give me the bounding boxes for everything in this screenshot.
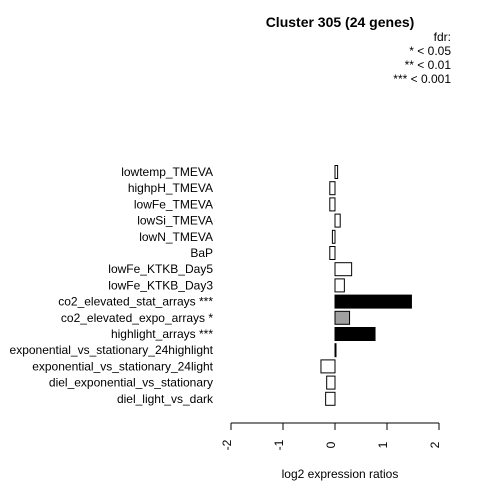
x-tick-label-0: -2 [220,439,234,450]
category-label-5: BaP [190,246,213,260]
bar-0 [334,165,339,179]
category-label-12: exponential_vs_stationary_24light [32,359,213,373]
category-label-2: lowFe_TMEVA [134,197,213,211]
category-label-8: co2_elevated_stat_arrays *** [58,295,213,309]
category-label-3: lowSi_TMEVA [137,214,213,228]
category-label-11: exponential_vs_stationary_24highlight [10,343,214,357]
category-label-13: diel_exponential_vs_stationary [49,376,213,390]
legend-line-2: ** < 0.01 [405,58,452,72]
bar-1 [329,181,336,196]
bar-9 [334,310,351,325]
category-label-7: lowFe_KTKB_Day3 [108,278,213,292]
category-label-10: highlight_arrays *** [111,327,213,341]
x-tick-label-4: 2 [428,441,442,448]
legend-line-1: * < 0.05 [409,44,451,58]
bar-4 [331,229,336,244]
x-axis-label: log2 expression ratios [282,467,399,481]
category-label-6: lowFe_KTKB_Day5 [108,262,213,276]
category-label-14: diel_light_vs_dark [117,392,214,406]
bar-14 [325,391,336,406]
category-label-4: lowN_TMEVA [139,230,213,244]
bar-13 [326,375,336,390]
bar-12 [320,359,336,374]
bar-2 [329,197,336,212]
category-label-0: lowtemp_TMEVA [121,165,213,179]
bar-10 [334,327,376,341]
category-label-9: co2_elevated_expo_arrays * [61,311,213,325]
legend-line-3: *** < 0.001 [393,72,451,86]
x-tick-label-1: -1 [272,439,286,450]
bar-6 [334,262,353,277]
x-tick-label-3: 1 [376,441,390,448]
bar-3 [334,213,341,228]
bar-7 [334,278,345,293]
plot-area: lowtemp_TMEVA highpH_TMEVA lowFe_TMEVA lowS… [10,165,442,450]
x-tick-label-2: 0 [324,441,338,448]
legend-title: fdr: [434,30,451,44]
bar-11 [334,343,337,358]
bar-8 [334,294,412,309]
category-label-1: highpH_TMEVA [128,181,213,195]
chart-title: Cluster 305 (24 genes) [266,14,415,30]
bar-5 [329,246,336,260]
